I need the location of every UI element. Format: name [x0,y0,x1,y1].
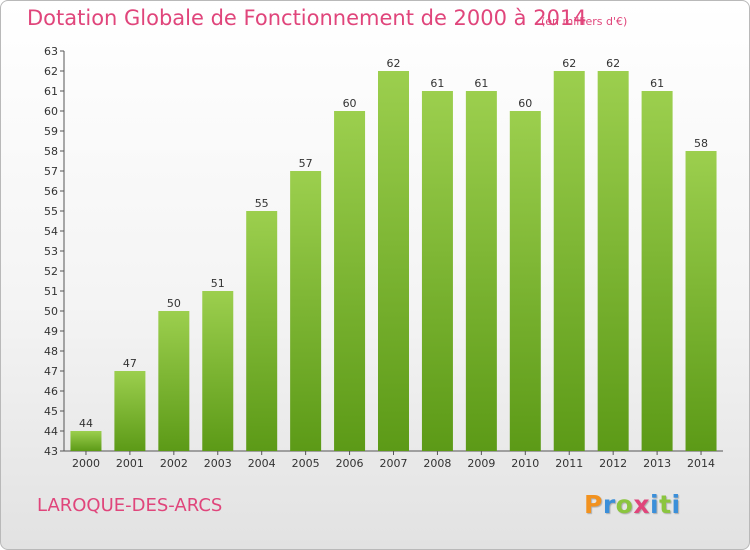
bar [597,71,629,451]
x-tick-label: 2004 [248,457,276,470]
x-tick-label: 2011 [555,457,583,470]
bar-value-label: 61 [474,77,488,90]
y-tick-label: 62 [44,65,58,78]
logo-letter: i [650,490,660,519]
chart-bars [70,71,717,451]
logo-letter: o [615,490,634,519]
x-tick-label: 2002 [160,457,188,470]
y-tick-label: 46 [44,385,58,398]
x-tick-label: 2009 [467,457,495,470]
bar [465,91,497,451]
bar [378,71,409,451]
bar [685,151,717,451]
y-tick-label: 51 [44,285,58,298]
x-tick-label: 2013 [643,457,671,470]
x-tick-label: 2014 [687,457,715,470]
y-tick-label: 53 [44,245,58,258]
bar [553,71,585,451]
chart-title: Dotation Globale de Fonctionnement de 20… [27,6,587,30]
x-tick-label: 2012 [599,457,627,470]
chart-axes: 43 44 45 46 47 48 49 50 51 52 53 54 55 56 57 58 59 60 61 62… [44,45,723,458]
y-tick-label: 50 [44,305,58,318]
y-tick-label: 63 [44,45,58,58]
bar-value-label: 61 [650,77,664,90]
x-tick-label: 2008 [423,457,451,470]
y-tick-label: 57 [44,165,58,178]
bar-value-label: 62 [562,57,576,70]
y-tick-label: 47 [44,365,58,378]
bar-value-label: 58 [694,137,708,150]
y-tick-label: 54 [44,225,58,238]
x-tick-label: 2001 [116,457,144,470]
bar-value-label: 50 [167,297,181,310]
y-tick-label: 61 [44,85,58,98]
bar [421,91,453,451]
y-tick-label: 58 [44,145,58,158]
commune-name: LAROQUE-DES-ARCS [37,495,223,516]
y-tick-label: 45 [44,405,58,418]
logo-letter: i [671,490,681,519]
bar [641,91,673,451]
x-tick-label: 2010 [511,457,539,470]
logo-letter: t [659,490,672,519]
chart-unit: (en milliers d'€) [541,15,628,28]
bar [202,291,234,451]
y-tick-label: 52 [44,265,58,278]
bar-value-label: 61 [430,77,444,90]
bar-value-label: 60 [343,97,357,110]
bar [509,111,541,451]
bar [246,211,278,451]
y-tick-label: 60 [44,105,58,118]
logo-letter: P [584,490,603,519]
bar-value-label: 60 [518,97,532,110]
logo-letter: x [633,490,650,519]
bar-value-label: 55 [255,197,269,210]
y-tick-label: 43 [44,445,58,458]
bar-value-label: 62 [606,57,620,70]
y-tick-label: 55 [44,205,58,218]
bar-value-label: 51 [211,277,225,290]
x-tick-label: 2005 [292,457,320,470]
y-tick-label: 48 [44,345,58,358]
x-tick-label: 2000 [72,457,100,470]
y-tick-label: 59 [44,125,58,138]
x-tick-label: 2007 [380,457,408,470]
chart-labels: 2000 44 2001 47 2002 50 2003 51 2004 55 2005 57 2006… [72,57,715,470]
bar [158,311,190,451]
bar [334,111,366,451]
bar [70,431,102,451]
x-tick-label: 2006 [336,457,364,470]
bar [114,371,146,451]
y-tick-label: 49 [44,325,58,338]
proxiti-logo: Proxiti [584,490,681,519]
bar-value-label: 62 [387,57,401,70]
bar-value-label: 57 [299,157,313,170]
logo-letter: r [602,490,616,519]
x-tick-label: 2003 [204,457,232,470]
bar-value-label: 44 [79,417,93,430]
bar-value-label: 47 [123,357,137,370]
bar [290,171,322,451]
y-tick-label: 56 [44,185,58,198]
y-tick-label: 44 [44,425,58,438]
